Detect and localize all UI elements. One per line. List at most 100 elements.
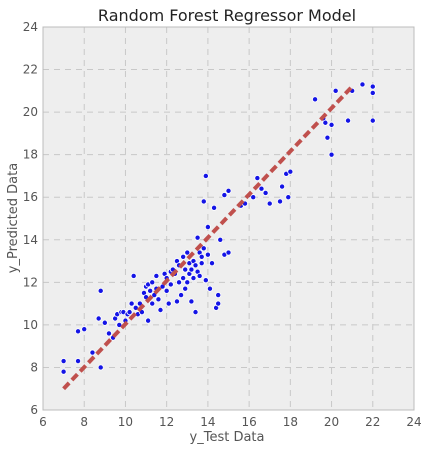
data-point — [198, 253, 205, 260]
data-point — [165, 300, 172, 307]
data-point — [157, 306, 164, 313]
data-point — [202, 172, 209, 179]
fit-line — [62, 85, 354, 391]
y-tick-label: 10 — [23, 318, 38, 332]
data-point — [324, 134, 331, 141]
data-point — [182, 285, 189, 292]
data-point — [369, 83, 376, 90]
data-point — [359, 81, 366, 88]
data-point — [153, 272, 160, 279]
data-point — [262, 189, 269, 196]
data-point — [279, 183, 286, 190]
data-point — [101, 319, 108, 326]
data-point — [149, 279, 156, 286]
data-point — [209, 260, 216, 267]
data-point — [215, 292, 222, 299]
data-point — [198, 260, 205, 267]
y-tick-labels: 6 8 10 12 14 16 18 20 22 24 — [23, 20, 38, 417]
data-point — [60, 358, 67, 365]
data-point — [202, 277, 209, 284]
y-axis-label: y_Predicted Data — [6, 163, 21, 273]
data-point — [147, 287, 154, 294]
data-point — [206, 285, 213, 292]
data-point — [312, 96, 319, 103]
data-point — [75, 328, 82, 335]
data-point — [180, 275, 187, 282]
x-tick-label: 24 — [406, 415, 421, 429]
grid — [43, 27, 414, 410]
data-point — [204, 224, 211, 231]
x-tick-label: 22 — [365, 415, 380, 429]
data-point — [105, 330, 112, 337]
y-tick-label: 22 — [23, 63, 38, 77]
data-point — [215, 300, 222, 307]
data-point — [97, 287, 104, 294]
data-point — [194, 234, 201, 241]
x-tick-label: 10 — [118, 415, 133, 429]
data-point — [277, 198, 284, 205]
data-point — [196, 272, 203, 279]
data-point — [188, 298, 195, 305]
data-point — [322, 119, 329, 126]
x-tick-labels: 6 8 10 12 14 16 18 20 22 24 — [39, 415, 421, 429]
data-point — [211, 204, 218, 211]
data-point — [345, 117, 352, 124]
y-tick-label: 24 — [23, 20, 38, 34]
chart-title: Random Forest Regressor Model — [98, 6, 356, 25]
data-point — [163, 287, 170, 294]
x-tick-label: 14 — [200, 415, 215, 429]
data-point — [182, 266, 189, 273]
data-point — [204, 251, 211, 258]
data-point — [332, 87, 339, 94]
x-tick-label: 6 — [39, 415, 47, 429]
data-point — [190, 275, 197, 282]
data-point — [225, 187, 232, 194]
data-point — [369, 117, 376, 124]
x-tick-label: 16 — [241, 415, 256, 429]
data-point — [178, 292, 185, 299]
data-point — [188, 266, 195, 273]
data-point — [221, 192, 228, 199]
data-point — [184, 249, 191, 256]
data-point — [173, 298, 180, 305]
data-point — [126, 309, 133, 316]
data-point — [254, 175, 261, 182]
x-axis-label: y_Test Data — [190, 430, 265, 445]
data-point — [200, 198, 207, 205]
data-point — [145, 317, 152, 324]
data-point — [250, 194, 257, 201]
data-point — [75, 358, 82, 365]
data-point — [217, 236, 224, 243]
data-point — [97, 364, 104, 371]
data-point — [60, 368, 67, 375]
y-tick-label: 14 — [23, 233, 38, 247]
y-tick-label: 12 — [23, 275, 38, 289]
data-point — [266, 200, 273, 207]
x-tick-label: 20 — [324, 415, 339, 429]
y-tick-label: 16 — [23, 190, 38, 204]
data-point — [369, 89, 376, 96]
x-tick-label: 12 — [159, 415, 174, 429]
data-point — [192, 309, 199, 316]
data-point — [167, 281, 174, 288]
data-points — [60, 81, 376, 375]
y-tick-label: 6 — [30, 403, 38, 417]
data-point — [328, 121, 335, 128]
data-point — [81, 326, 88, 333]
y-tick-label: 20 — [23, 105, 38, 119]
data-point — [95, 315, 102, 322]
y-tick-label: 18 — [23, 148, 38, 162]
data-point — [328, 151, 335, 158]
data-point — [176, 279, 183, 286]
data-point — [200, 245, 207, 252]
data-point — [184, 279, 191, 286]
plot-frame — [42, 26, 415, 411]
data-point — [285, 194, 292, 201]
x-tick-label: 8 — [80, 415, 88, 429]
data-point — [225, 249, 232, 256]
data-point — [149, 300, 156, 307]
data-point — [128, 300, 135, 307]
data-point — [180, 253, 187, 260]
x-tick-label: 18 — [283, 415, 298, 429]
